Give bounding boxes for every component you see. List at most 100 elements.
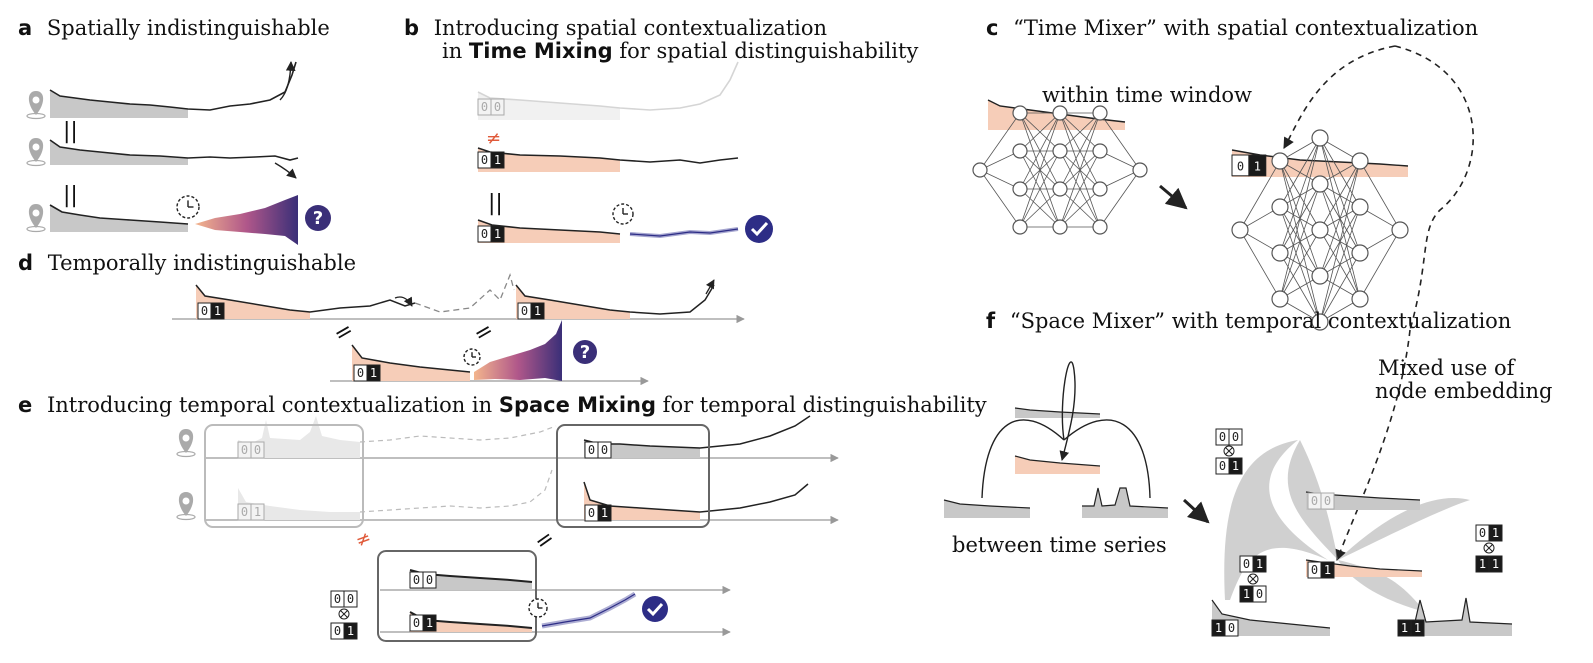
svg-text:c “Time Mixer” with spat: c “Time Mixer” with spatial contextualiz…: [986, 16, 1478, 40]
network-node: [1311, 221, 1329, 239]
panel-d-title: Temporally indistinguishable: [48, 251, 356, 275]
network-node: [1092, 143, 1108, 159]
clock-icon: [528, 598, 548, 618]
network-node: [1012, 181, 1028, 197]
embedding-cell: [1410, 619, 1425, 637]
arrow-icon: [1159, 184, 1188, 210]
svg-text:in Time Mixing for spatial dis: in Time Mixing for spatial distinguishab…: [442, 39, 918, 63]
network-node: [972, 162, 988, 178]
embedding-bit: 1: [1492, 526, 1499, 540]
space-mixer-graph: [1211, 440, 1513, 636]
network-node: [1351, 290, 1369, 308]
panel-c-title: “Time Mixer” with spatial contextualizat…: [1013, 16, 1478, 40]
embedding-bit: 0: [413, 616, 420, 630]
equal-symbol: =: [530, 525, 559, 556]
embedding-cell: [422, 614, 437, 632]
time-series-d1: [195, 272, 715, 319]
embedding-cell: [343, 622, 358, 640]
svg-text:d Temporally indistingui: d Temporally indistinguishable: [18, 251, 356, 275]
time-series-e2: [238, 469, 809, 520]
network-node: [1311, 175, 1329, 193]
panel-a: a Spatially indistinguishable || || ?: [18, 16, 331, 245]
label-mixed-use: Mixed use of: [1378, 356, 1517, 380]
time-series-b-faded: [477, 61, 739, 120]
embedding-cell: [250, 441, 265, 459]
network-node: [1092, 181, 1108, 197]
network-node: [1351, 152, 1369, 170]
embedding-bit: 1: [1479, 557, 1486, 571]
arrow-icon: [1182, 498, 1210, 524]
network-node: [1092, 219, 1108, 235]
not-equal-symbol: ≠: [353, 527, 374, 552]
window-box: [556, 424, 710, 528]
embedding-cell: [1228, 428, 1243, 446]
embedding-bit: 0: [347, 592, 354, 606]
network-node: [1271, 290, 1289, 308]
network-node: [1231, 221, 1249, 239]
network-node: [1092, 105, 1108, 121]
otimes-symbol: [338, 608, 350, 620]
time-series-b-forecast: [477, 219, 739, 243]
arrow-icon: [394, 296, 413, 307]
network-node: [1052, 219, 1068, 235]
embedding-cell: [490, 225, 505, 243]
embedding-cell: [1320, 561, 1335, 579]
embedding-bit: 0: [413, 573, 420, 587]
network-node: [1271, 198, 1289, 216]
panel-f-letter: f: [986, 309, 996, 333]
embedding-bit: 0: [1219, 430, 1226, 444]
arrow-icon: [705, 279, 715, 295]
space-mixing-bold: Space Mixing: [499, 393, 656, 417]
time-series-d2: [351, 320, 562, 381]
embedding-bit: 1: [534, 304, 541, 318]
network-node: [1311, 267, 1329, 285]
embedding-cell: [1488, 555, 1503, 573]
embedding-bit: 1: [601, 506, 608, 520]
embedding-bit: 0: [588, 506, 595, 520]
embedding-bit: 0: [201, 304, 208, 318]
embedding-cell: [1488, 524, 1503, 542]
arrow-icon: [279, 61, 296, 101]
embedding-bit: 0: [1219, 459, 1226, 473]
embedding-cell: [1248, 154, 1267, 177]
network-node: [1012, 105, 1028, 121]
embedding-bit: 1: [347, 624, 354, 638]
embedding-cell: [597, 504, 612, 522]
neural-network-icon: [1231, 129, 1409, 331]
map-pin-icon: [176, 429, 196, 458]
embedding-bit: 0: [588, 443, 595, 457]
not-equal-symbol: ≠: [486, 128, 501, 149]
clock-icon: [176, 195, 200, 219]
time-series-e1: [238, 415, 811, 458]
embedding-bit: 1: [1401, 621, 1408, 635]
time-series-a2: [49, 139, 299, 165]
label-between-time-series: between time series: [952, 533, 1167, 557]
map-pin-icon: [26, 138, 46, 167]
otimes-symbol: [1483, 542, 1495, 554]
network-node: [1012, 219, 1028, 235]
panel-e-letter: e: [18, 393, 32, 417]
embedding-bit: 0: [494, 100, 501, 114]
embedding-bit: 0: [241, 443, 248, 457]
embedding-bit: 0: [1256, 587, 1263, 601]
panel-e: e Introducing temporal contextualization…: [18, 393, 987, 642]
neural-network-icon: [972, 105, 1148, 235]
embedding-cell: [490, 151, 505, 169]
svg-text:a Spatially indistinguis: a Spatially indistinguishable: [18, 16, 330, 40]
embedding-bit: 0: [1232, 430, 1239, 444]
embedding-bit: 0: [481, 153, 488, 167]
contextualized-series-c: [1231, 149, 1409, 177]
embedding-cell: [490, 98, 505, 116]
network-node: [1052, 105, 1068, 121]
network-node: [1012, 143, 1028, 159]
embedding-cell: [422, 571, 437, 589]
